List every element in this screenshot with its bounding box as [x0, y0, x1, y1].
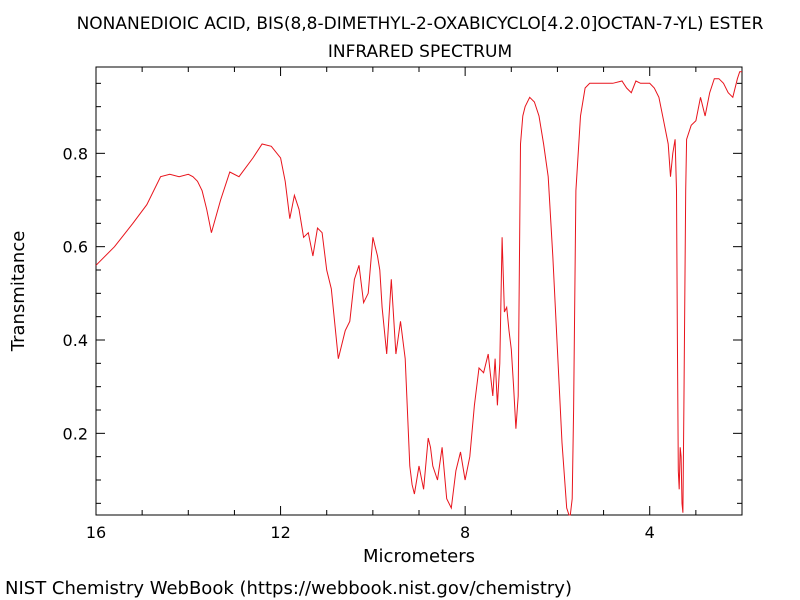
axis-ticks	[95, 67, 743, 515]
y-axis-label: Transmitance	[8, 231, 29, 353]
x-tick-label: 8	[460, 523, 470, 542]
y-tick-label: 0.2	[63, 424, 88, 443]
x-tick-label: 12	[270, 523, 290, 542]
y-tick-label: 0.6	[63, 238, 88, 257]
plot-area-frame	[95, 66, 743, 516]
axis-tick-labels: 16 12 8 4 0.2 0.4 0.6 0.8	[63, 144, 655, 542]
transmittance-series-line	[95, 71, 742, 516]
source-credit: NIST Chemistry WebBook (https://webbook.…	[5, 578, 572, 599]
x-tick-label: 4	[645, 523, 655, 542]
y-tick-label: 0.8	[63, 144, 88, 163]
y-tick-label: 0.4	[63, 331, 88, 350]
x-tick-label: 16	[86, 523, 106, 542]
chart-title-line-2: INFRARED SPECTRUM	[328, 42, 512, 62]
x-axis-label: Micrometers	[363, 546, 475, 567]
chart-title-line-1: NONANEDIOIC ACID, BIS(8,8-DIMETHYL-2-OXA…	[77, 14, 764, 34]
